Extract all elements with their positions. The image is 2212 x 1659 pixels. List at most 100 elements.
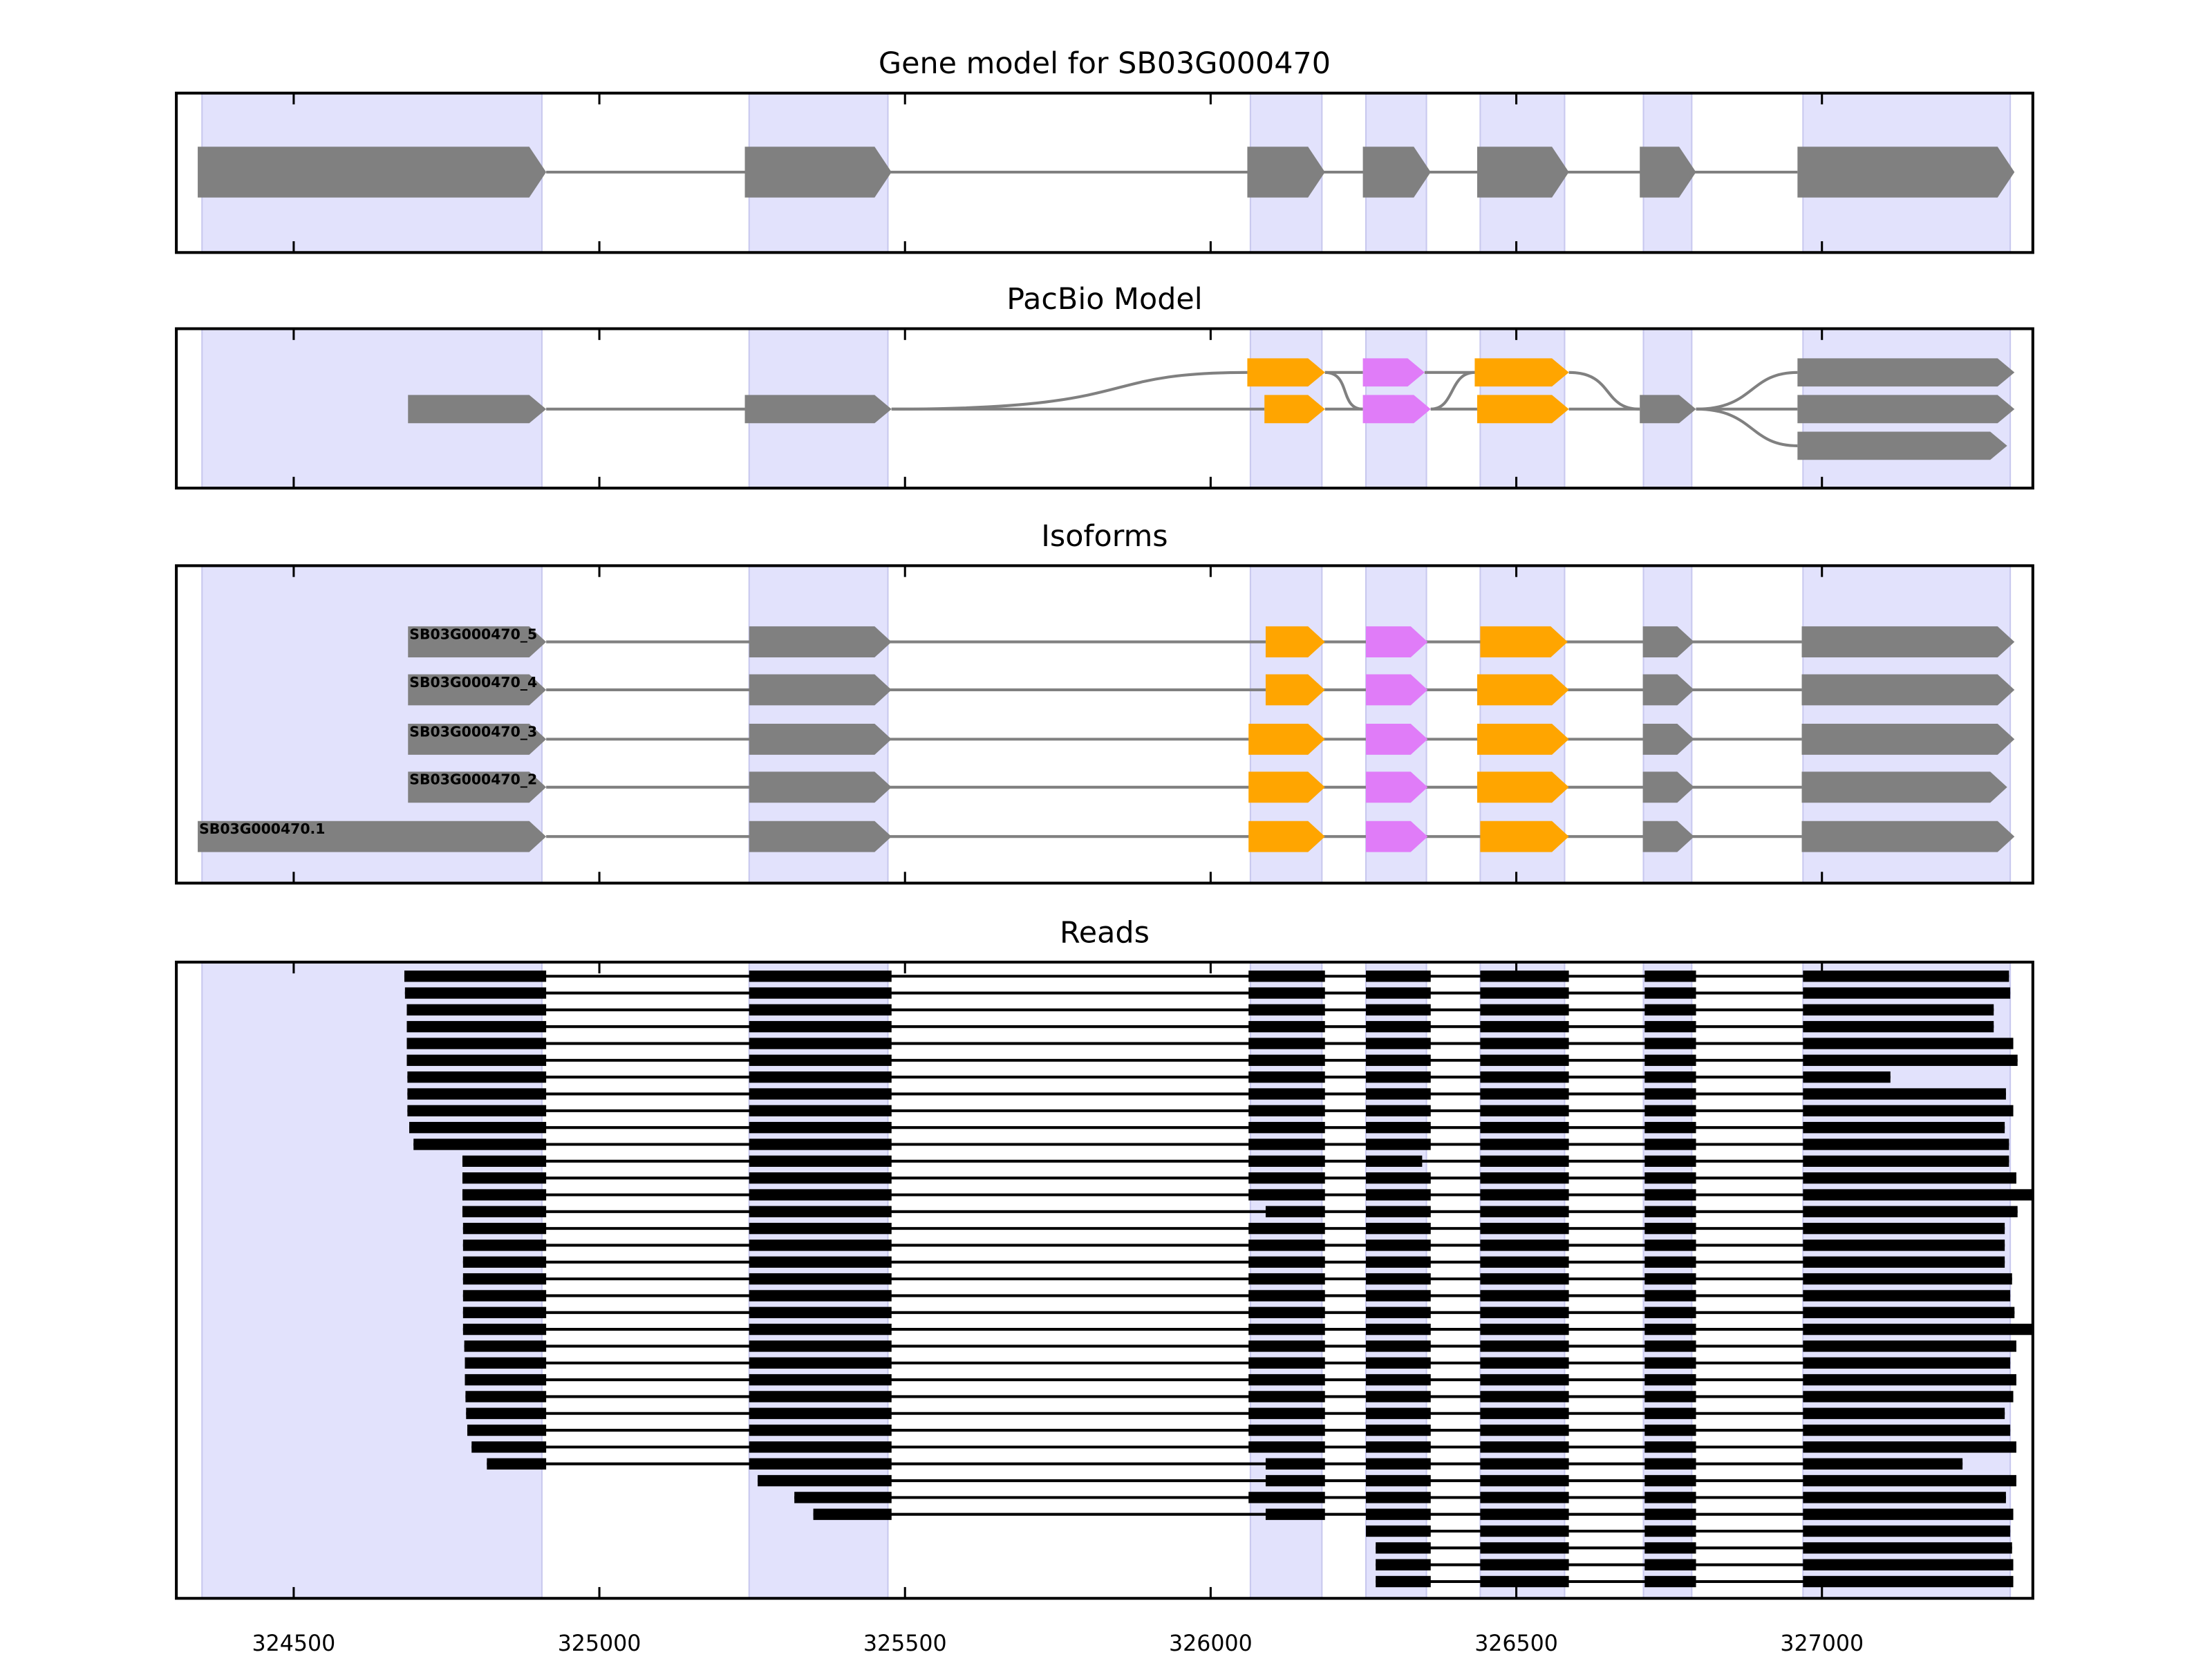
read-block: [1803, 1542, 2012, 1554]
isoform-exon-arrow: [1248, 723, 1325, 755]
read-block: [1644, 1441, 1696, 1453]
read-block: [749, 1441, 892, 1453]
read-block: [1366, 1122, 1431, 1134]
read-block: [1644, 1391, 1696, 1403]
read-block: [758, 1474, 892, 1487]
read-row: [758, 1474, 2016, 1487]
read-block: [1644, 1559, 1696, 1571]
panel-title: PacBio Model: [1006, 282, 1202, 317]
read-block: [1366, 1407, 1431, 1419]
read-row: [407, 1088, 2006, 1100]
isoform-exon-arrow: [1477, 674, 1569, 706]
read-block: [749, 1004, 892, 1016]
read-block: [1480, 1088, 1569, 1100]
read-block: [749, 1357, 892, 1369]
read-block: [1248, 1054, 1325, 1067]
read-block: [1248, 1256, 1325, 1268]
read-block: [462, 1256, 547, 1268]
read-block: [1265, 1474, 1325, 1487]
read-row: [487, 1458, 1963, 1470]
read-block: [1480, 1138, 1569, 1150]
read-block: [1480, 1340, 1569, 1352]
read-row: [406, 1021, 1994, 1033]
axes-frame: [175, 327, 2034, 490]
read-row: [462, 1155, 2009, 1167]
read-block: [1803, 1172, 2016, 1184]
panel-reads: Reads: [175, 915, 2034, 1600]
read-block: [1480, 1323, 1569, 1335]
read-block: [1644, 1054, 1696, 1067]
read-block: [1644, 1138, 1696, 1150]
axes-frame: [175, 960, 2034, 1600]
read-block: [462, 1189, 547, 1201]
read-block: [1480, 1441, 1569, 1453]
read-block: [749, 1172, 892, 1184]
exon-arrow: [1640, 147, 1696, 198]
read-block: [465, 1357, 547, 1369]
read-block: [1366, 1172, 1431, 1184]
read-block: [1480, 987, 1569, 999]
read-block: [1480, 1256, 1569, 1268]
read-block: [794, 1492, 892, 1503]
read-block: [749, 1290, 892, 1302]
read-block: [749, 1306, 892, 1318]
read-block: [464, 1340, 547, 1352]
read-block: [1480, 1474, 1569, 1487]
read-block: [1248, 1239, 1325, 1251]
read-block: [1248, 1441, 1325, 1453]
read-row: [404, 971, 2009, 982]
read-block: [1644, 971, 1696, 982]
read-block: [1803, 1038, 2014, 1049]
read-block: [1366, 1374, 1431, 1386]
read-block: [1480, 1038, 1569, 1049]
read-row: [406, 1054, 2018, 1067]
read-row: [471, 1441, 2016, 1453]
read-block: [1803, 1138, 2009, 1150]
read-block: [1480, 1575, 1569, 1588]
read-block: [1366, 1054, 1431, 1067]
read-block: [1366, 1492, 1431, 1503]
exon-arrow: [1477, 147, 1569, 198]
read-block: [1803, 1575, 2014, 1588]
isoform-exon-arrow: [1801, 821, 2015, 852]
read-block: [406, 1054, 547, 1067]
read-block: [749, 1155, 892, 1167]
read-block: [1480, 1407, 1569, 1419]
read-block: [1803, 971, 2009, 982]
read-block: [1248, 1222, 1325, 1235]
pacbio-exon-arrow: [408, 395, 547, 424]
read-block: [1366, 1021, 1431, 1033]
panel-gene-model: Gene model for SB03G000470: [175, 46, 2034, 254]
isoform-exon-arrow: [1642, 771, 1694, 803]
read-block: [1248, 1424, 1325, 1436]
read-block: [813, 1508, 892, 1520]
read-block: [1644, 1458, 1696, 1470]
read-block: [1366, 1038, 1431, 1049]
isoform-exon-arrow: [408, 674, 547, 706]
read-block: [749, 1374, 892, 1386]
read-block: [406, 1021, 547, 1033]
read-block: [1480, 1391, 1569, 1403]
isoform-exon-arrow: [1265, 626, 1325, 658]
read-block: [1644, 1189, 1696, 1201]
read-block: [407, 1105, 547, 1117]
read-row: [462, 1189, 2033, 1201]
read-row: [462, 1290, 2011, 1302]
read-row: [466, 1407, 2005, 1419]
isoform-exon-arrow: [1801, 723, 2015, 755]
pacbio-exon-arrow: [1474, 358, 1569, 387]
read-row: [1366, 1525, 2011, 1537]
read-block: [1644, 1357, 1696, 1369]
read-block: [749, 1206, 892, 1217]
read-block: [1644, 1575, 1696, 1588]
read-block: [1803, 1088, 2006, 1100]
read-block: [1248, 1038, 1325, 1049]
read-block: [1248, 1071, 1325, 1083]
panel-isoforms: Isoforms SB03G000470_5 SB03G000470_4 SB03G…: [175, 519, 2034, 885]
read-block: [1248, 1138, 1325, 1150]
pacbio-exon-arrow: [1362, 395, 1431, 424]
read-block: [1248, 1290, 1325, 1302]
read-block: [1480, 1424, 1569, 1436]
read-block: [1248, 1273, 1325, 1285]
read-block: [1803, 1155, 2009, 1167]
